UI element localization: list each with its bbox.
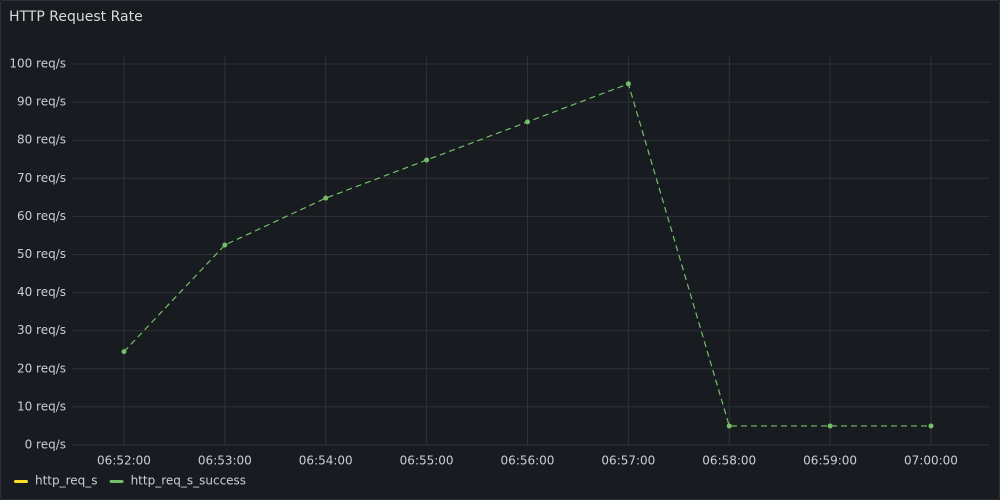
x-tick-label: 06:54:00 <box>299 454 353 468</box>
y-tick-label: 10 req/s <box>17 399 66 413</box>
x-tick-label: 06:52:00 <box>97 454 151 468</box>
legend-swatch <box>109 480 124 483</box>
data-point <box>424 157 430 163</box>
data-point <box>222 242 228 248</box>
x-tick-label: 06:55:00 <box>400 454 454 468</box>
data-point <box>525 119 530 125</box>
y-tick-label: 40 req/s <box>17 285 66 299</box>
y-tick-label: 70 req/s <box>17 171 66 185</box>
legend-label: http_req_s <box>35 474 98 488</box>
y-tick-label: 0 req/s <box>25 438 66 452</box>
x-tick-label: 06:57:00 <box>601 454 655 468</box>
data-point <box>928 423 934 429</box>
y-tick-label: 20 req/s <box>17 361 66 375</box>
x-tick-label: 06:56:00 <box>501 454 555 468</box>
data-point <box>827 423 833 429</box>
data-point <box>726 423 732 429</box>
x-tick-label: 06:53:00 <box>198 454 252 468</box>
x-tick-label: 06:59:00 <box>803 454 857 468</box>
legend-swatch <box>14 480 28 483</box>
data-point <box>625 81 631 87</box>
y-tick-label: 90 req/s <box>17 95 66 109</box>
y-tick-label: 100 req/s <box>9 57 66 71</box>
data-point <box>323 195 329 201</box>
panel-title: HTTP Request Rate <box>9 9 143 25</box>
data-point <box>121 349 127 355</box>
y-tick-label: 80 req/s <box>17 133 66 147</box>
y-tick-label: 60 req/s <box>17 209 66 223</box>
x-tick-label: 07:00:00 <box>904 454 958 468</box>
y-tick-label: 30 req/s <box>17 323 66 337</box>
y-tick-label: 50 req/s <box>17 247 66 261</box>
legend-label: http_req_s_success <box>131 474 247 488</box>
x-tick-label: 06:58:00 <box>702 454 756 468</box>
